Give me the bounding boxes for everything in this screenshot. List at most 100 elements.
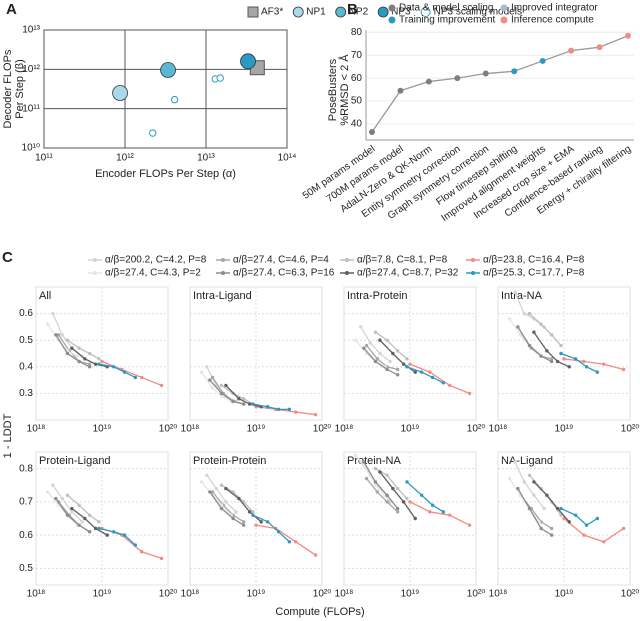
y-axis-label: %RMSD < 2 Å [338,54,351,126]
point [133,543,138,547]
panel-frame [35,286,169,421]
point [122,370,127,374]
point [276,530,281,534]
series-line [529,313,562,346]
marker [240,53,256,70]
point [430,375,435,380]
point [219,483,224,487]
point [549,357,554,361]
point [419,370,424,374]
x-axis-label: Compute (FLOPs) [275,606,364,618]
panel-frame [189,286,323,421]
point [214,486,218,491]
point [313,553,318,557]
point [555,359,560,364]
series-line [533,481,570,523]
point [231,516,235,521]
x-tick-label: 10¹⁹ [555,589,574,600]
point [205,365,209,369]
point [375,490,380,494]
x-tick-label: 10¹⁸ [27,424,46,435]
y-tick-label: 0.5 [19,563,33,574]
point [401,500,406,504]
panel-title: NA-Ligand [501,455,553,467]
point [224,500,228,504]
point [51,311,55,316]
point [219,394,224,398]
point [87,351,92,356]
legend-marker [93,271,97,275]
point [527,343,532,348]
point [199,480,204,484]
point [559,351,563,356]
point [159,556,164,561]
point [549,359,554,364]
point [532,493,536,497]
point [100,359,104,364]
point [83,357,87,361]
point [430,503,435,507]
point [373,483,378,487]
point [56,333,61,337]
series-line [517,488,552,536]
point [199,370,204,374]
point [251,513,255,517]
legend-label: NP3 scaling models [434,7,522,18]
y-tick-label: 0.7 [19,497,33,508]
point [395,486,400,491]
point [441,510,446,514]
point [77,359,81,364]
legend-label: NP1 [306,7,326,18]
y-tick-label: 40 [351,119,363,130]
point [241,402,246,406]
point [87,530,92,534]
series-line [252,403,290,411]
series-line [201,371,232,402]
point [555,506,560,511]
point [97,362,101,366]
point [219,383,224,388]
x-tick-label: 10²⁰ [467,424,485,435]
y-tick-label: 0.4 [19,361,33,372]
series-line [563,518,624,543]
series-line [560,352,598,373]
point [516,325,520,329]
point [122,533,127,537]
point [364,476,369,481]
legend-label: α/β=27.4, C=8.7, P=32 [357,268,459,279]
legend-label: Improved integrator [511,3,598,14]
x-tick-label: 10¹⁹ [247,589,266,600]
legend-marker [345,271,349,275]
series-line [71,508,108,536]
point [405,357,409,361]
point [362,346,366,350]
point [51,483,55,487]
legend-marker [500,4,508,12]
point [93,526,98,531]
series-line [406,481,444,513]
point [425,78,432,85]
point [516,486,520,491]
point [77,346,81,350]
panel-title: Intra-NA [501,290,543,302]
x-tick-label: 10²⁰ [313,424,331,435]
point [428,510,432,514]
point [219,503,224,507]
point [111,530,116,534]
point [625,32,631,39]
x-tick-label: 10¹⁹ [555,424,574,435]
point [602,540,606,544]
point [408,362,412,366]
series-line [55,498,90,533]
panel-frame [497,286,631,421]
y-axis-label: Per Step (β) [14,59,26,119]
point [93,362,98,366]
x-tick-label: 10¹⁹ [247,424,266,435]
point [208,378,212,382]
y-tick-label: 10¹¹ [22,103,40,114]
x-tick-label: 10²⁰ [313,589,331,600]
point [595,516,600,521]
series-line [514,461,545,509]
series-line [255,524,316,556]
legend-label: α/β=7.8, C=8.1, P=8 [357,255,448,266]
